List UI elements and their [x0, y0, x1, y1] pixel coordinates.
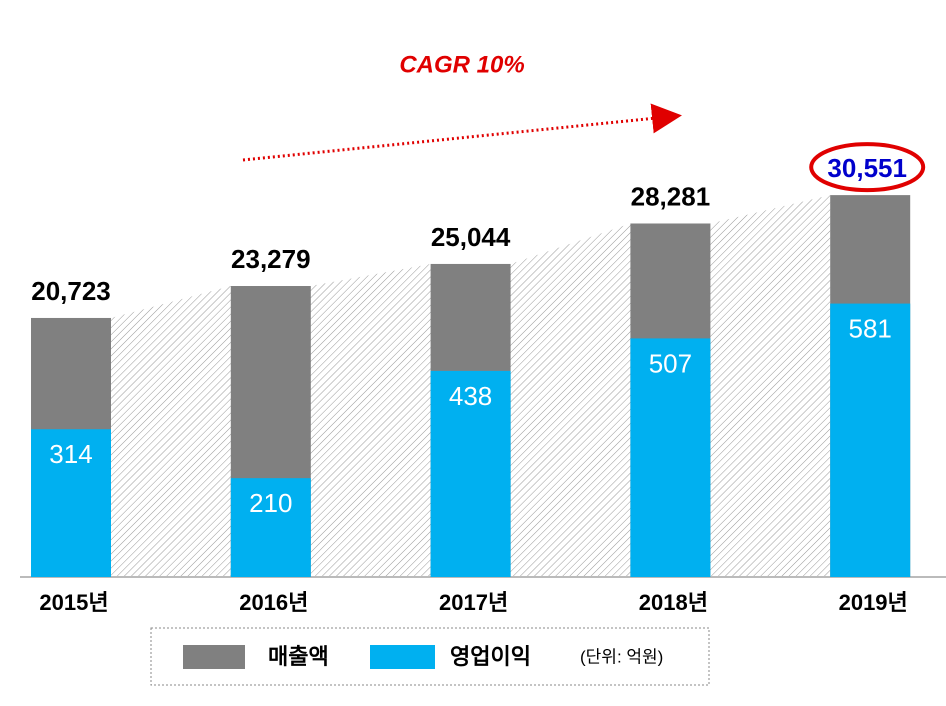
x-tick-label: 2019년	[839, 590, 908, 615]
bar	[230, 478, 311, 577]
x-tick-label: 2016년	[239, 590, 308, 615]
legend-label: 영업이익	[450, 644, 531, 669]
value-label: 23,279	[231, 244, 311, 274]
bar	[31, 429, 111, 577]
bar	[830, 303, 911, 577]
bar	[430, 370, 511, 577]
value-label: 438	[449, 381, 492, 411]
value-label: 210	[249, 488, 292, 518]
value-label: 28,281	[631, 181, 711, 211]
x-tick-label: 2017년	[439, 590, 508, 615]
value-label: 25,044	[431, 222, 511, 252]
value-label: 581	[849, 313, 892, 343]
value-label: 314	[49, 439, 92, 469]
value-label: 20,723	[31, 276, 111, 306]
trend-arrow	[242, 103, 682, 162]
legend-swatch	[370, 645, 435, 669]
legend-swatch	[183, 645, 245, 669]
unit-note: (단위: 억원)	[580, 647, 663, 666]
x-tick-label: 2018년	[639, 590, 708, 615]
highlight-circle	[809, 142, 926, 193]
annotation: CAGR 10%	[399, 51, 524, 78]
legend-label: 매출액	[268, 644, 329, 669]
bar	[630, 338, 711, 577]
value-label: 30,551	[827, 153, 907, 183]
value-label: 507	[649, 348, 692, 378]
x-tick-label: 2015년	[39, 590, 108, 615]
legend-box	[150, 627, 710, 686]
